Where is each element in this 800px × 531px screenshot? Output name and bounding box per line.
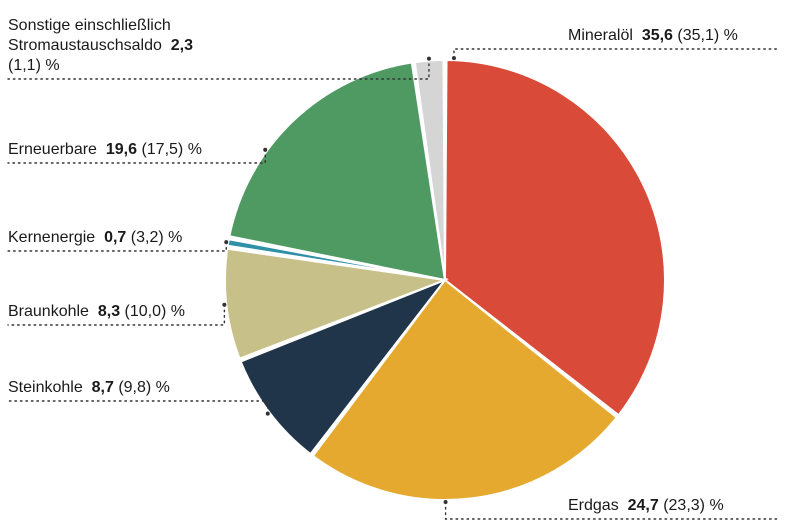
leader-line-mineraloel bbox=[454, 49, 780, 58]
label-erneuerbare: Erneuerbare 19,6 (17,5) % bbox=[8, 140, 202, 160]
pie-slice-steinkohle bbox=[241, 280, 445, 454]
leader-dot-kernenergie bbox=[224, 240, 228, 244]
pie-slice-braunkohle bbox=[225, 249, 445, 359]
pie-chart bbox=[0, 0, 800, 531]
label-kernenergie: Kernenergie 0,7 (3,2) % bbox=[8, 228, 182, 248]
label-erdgas: Erdgas 24,7 (23,3) % bbox=[568, 496, 724, 516]
leader-dot-sonstige bbox=[427, 57, 431, 61]
pie-slice-mineraloel bbox=[445, 60, 665, 415]
label-braunkohle: Braunkohle 8,3 (10,0) % bbox=[8, 302, 185, 322]
pie-slice-erneuerbare bbox=[229, 63, 445, 280]
label-steinkohle: Steinkohle 8,7 (9,8) % bbox=[8, 378, 170, 398]
leader-line-steinkohle bbox=[8, 401, 268, 414]
pie-slice-kernenergie bbox=[228, 239, 445, 280]
leader-dot-mineraloel bbox=[452, 56, 456, 60]
leader-dot-erneuerbare bbox=[263, 148, 267, 152]
leader-dot-erdgas bbox=[444, 500, 448, 504]
pie-slice-erdgas bbox=[313, 280, 617, 500]
label-mineraloel: Mineralöl 35,6 (35,1) % bbox=[568, 26, 738, 46]
label-sonstige: Sonstige einschließlichStromaustauschsal… bbox=[8, 16, 228, 76]
leader-dot-braunkohle bbox=[222, 303, 226, 307]
pie-slice-sonstige bbox=[415, 60, 445, 280]
leader-dot-steinkohle bbox=[266, 412, 270, 416]
